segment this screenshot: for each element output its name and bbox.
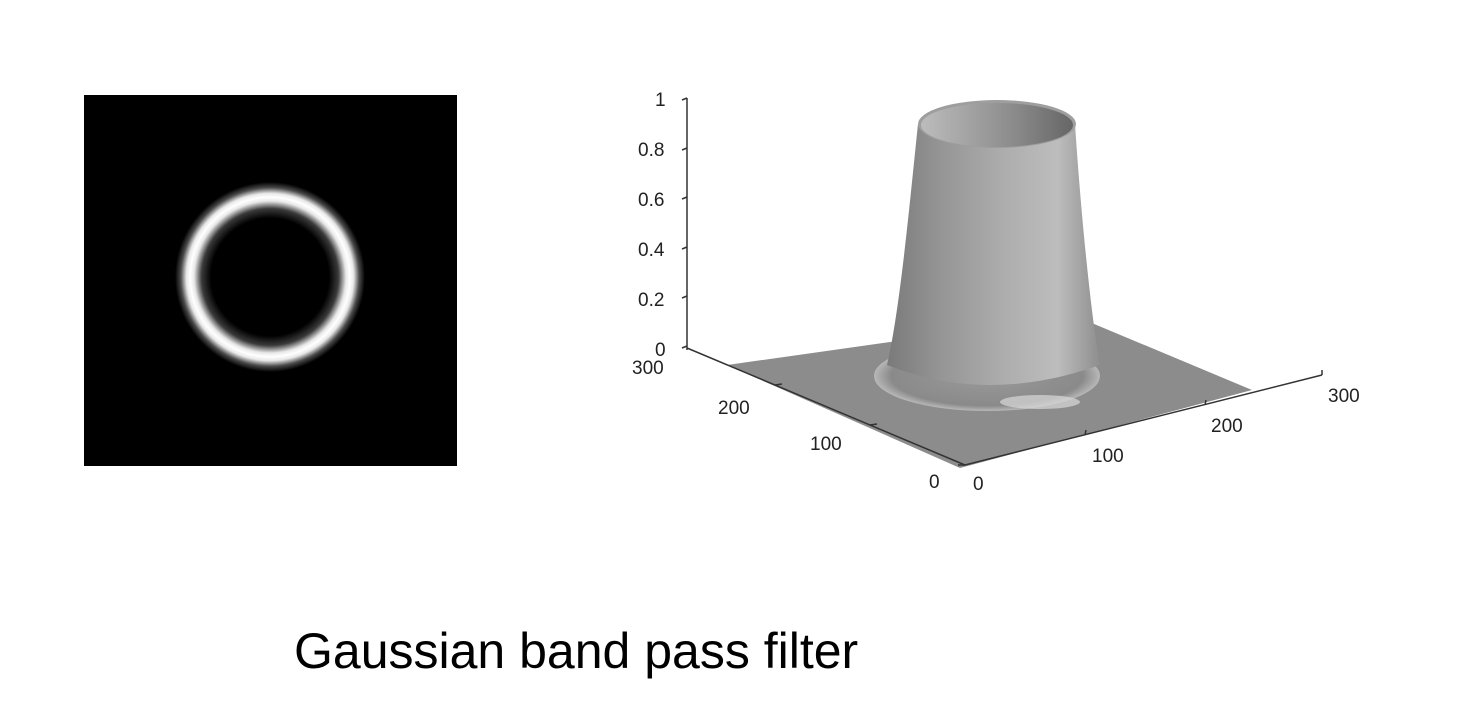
z-tick-label: 0.2 [638,290,664,311]
depth-axis-ticks [774,370,1323,466]
filter-image [84,95,457,466]
right-depth-axis [964,374,1323,466]
surface-plot: 0 0.2 0.4 0.6 0.8 1 300 200 100 0 0 100 … [632,90,1360,495]
z-tick-label: 0.6 [638,190,664,211]
left-depth-axis [686,347,966,466]
z-tick-label: 0 [655,340,666,361]
right-axis-tick-label: 300 [1328,386,1360,407]
surface-base-highlight [1000,395,1080,409]
z-tick-label: 0.8 [638,140,664,161]
surface-cylinder [887,124,1100,385]
z-axis [681,97,688,350]
left-axis-tick-label: 0 [929,472,940,493]
z-tick-label: 0.4 [638,240,665,261]
figure-caption: Gaussian band pass filter [294,623,859,679]
right-axis-tick-label: 100 [1092,446,1124,467]
right-axis-tick-label: 0 [973,474,984,495]
right-axis-tick-label: 200 [1211,416,1243,437]
left-axis-tick-label: 200 [718,398,750,419]
left-axis-tick-label: 300 [632,358,664,379]
gaussian-ring [175,182,365,372]
left-axis-tick-label: 100 [810,434,842,455]
z-tick-label: 1 [655,90,666,111]
surface-top-opening [921,103,1073,147]
